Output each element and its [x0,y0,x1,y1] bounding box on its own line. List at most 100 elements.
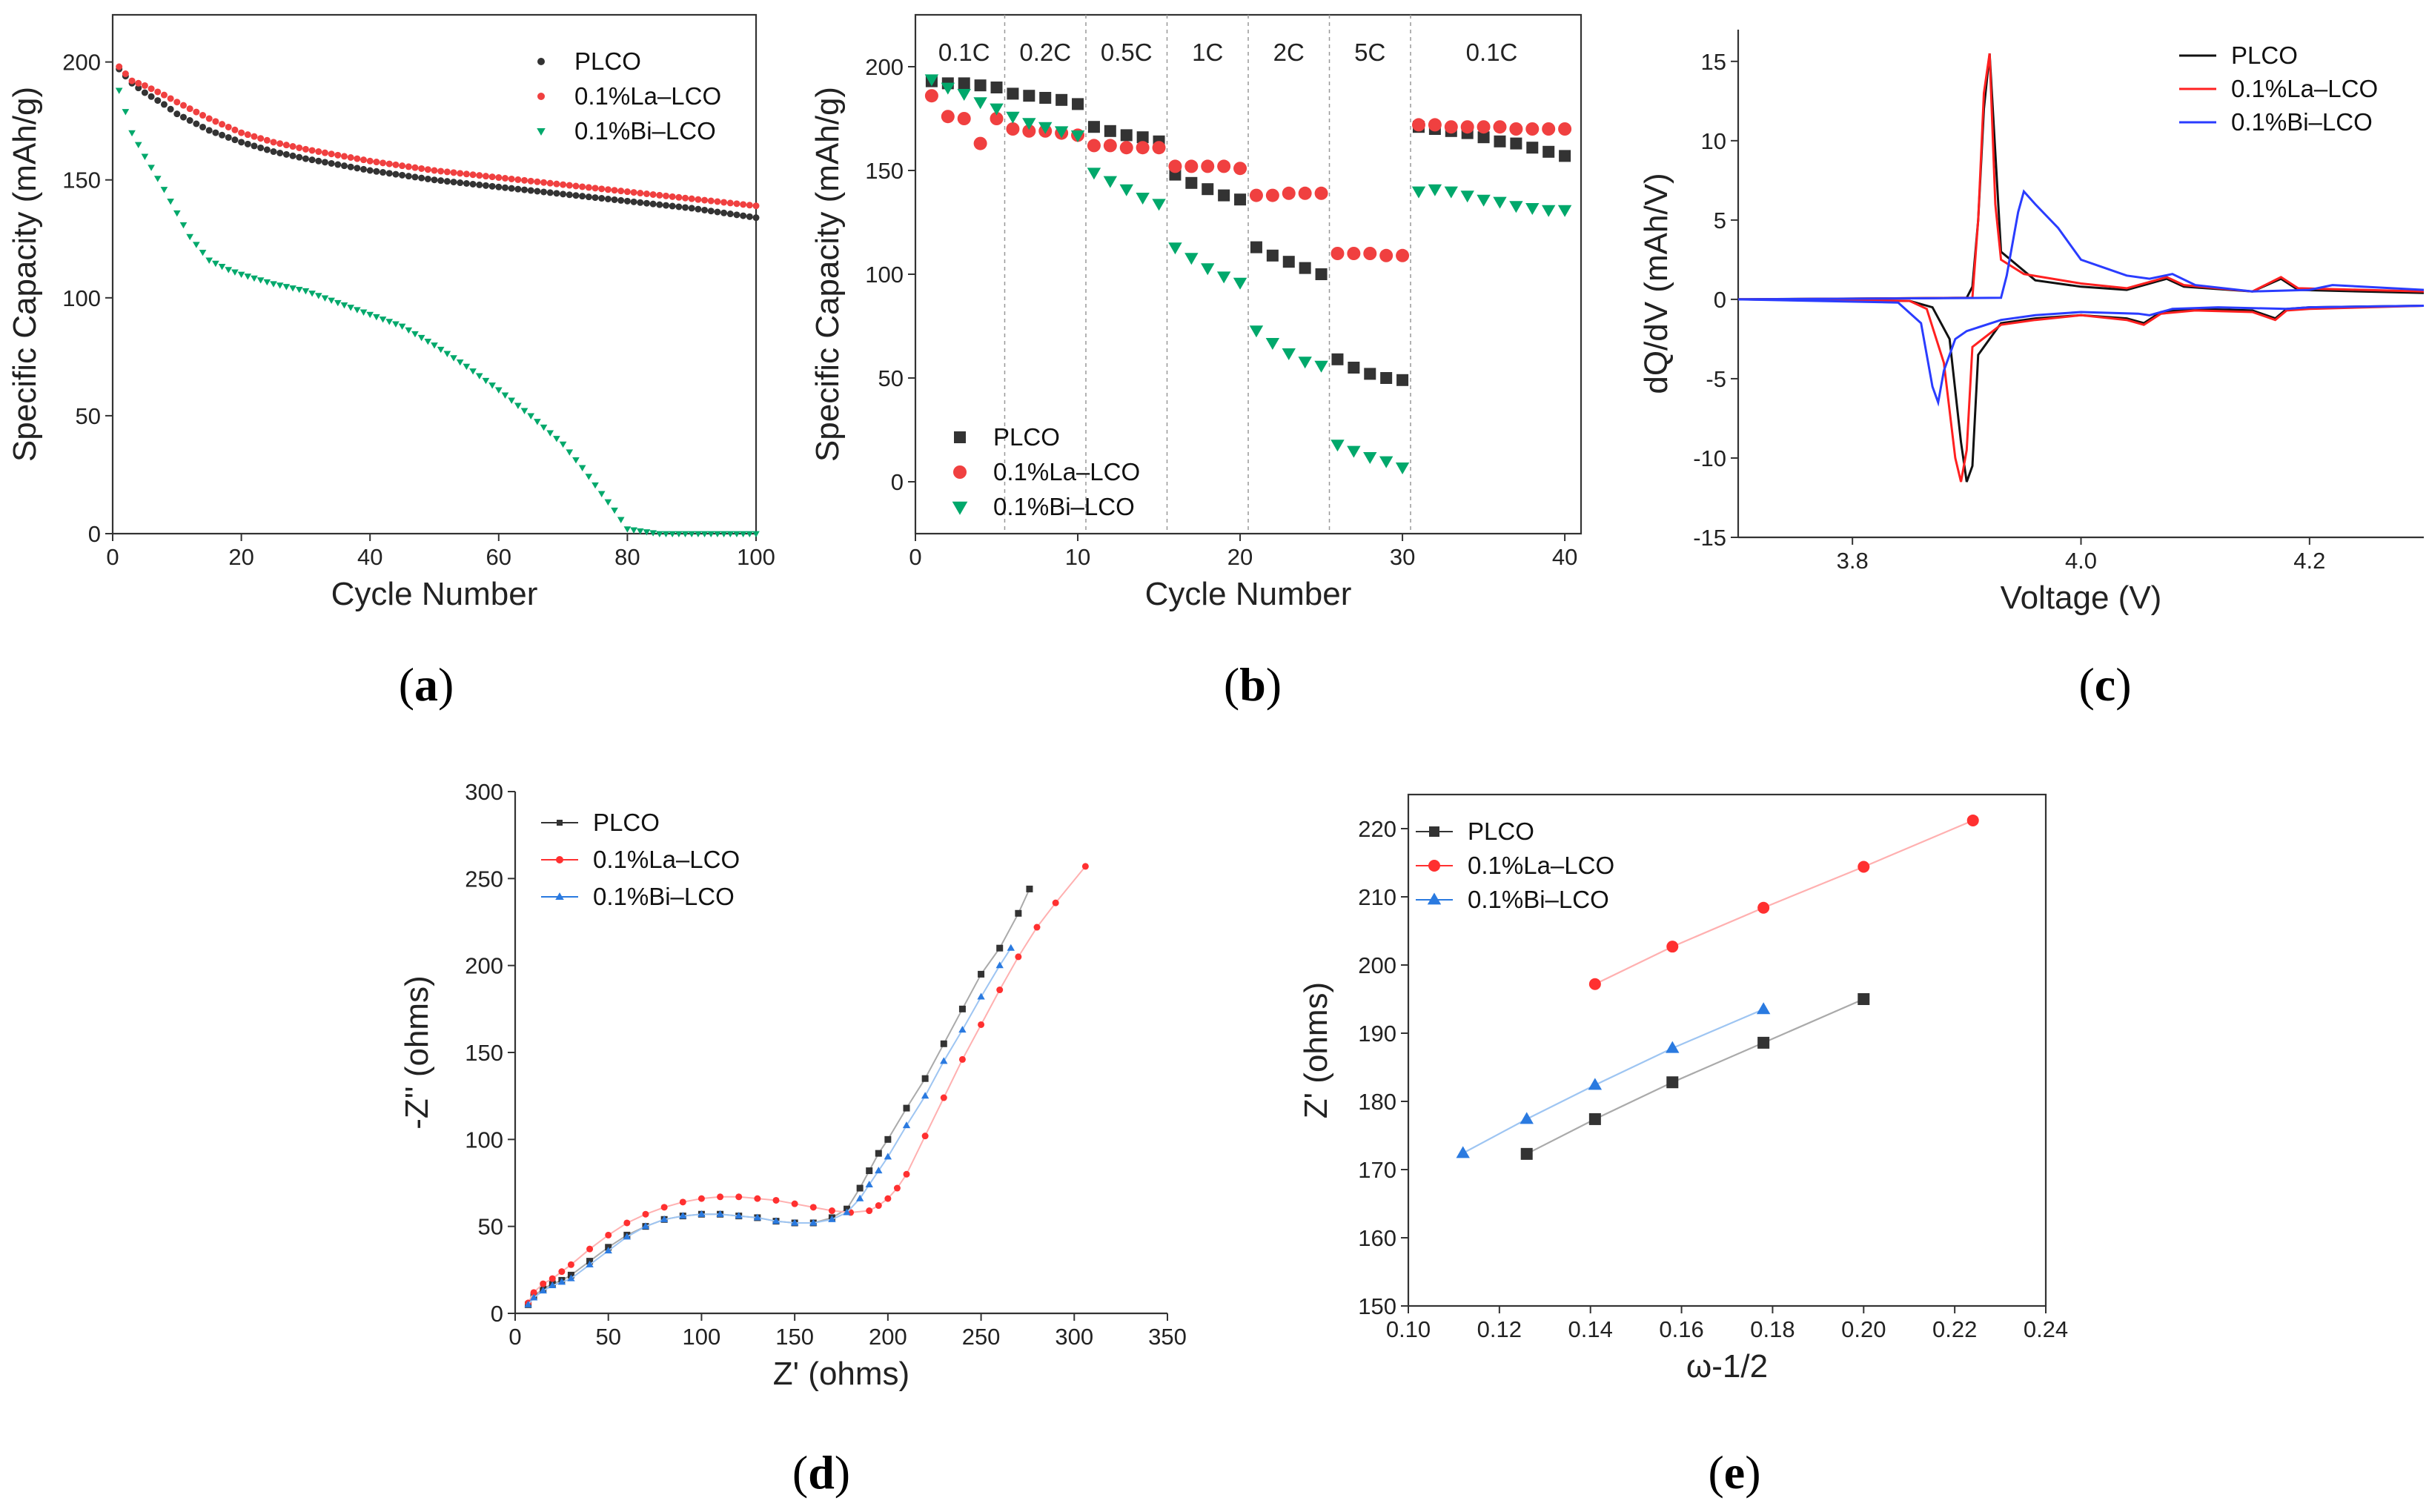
data-point [740,201,747,208]
data-point [193,120,200,127]
data-point [186,233,193,241]
data-point [973,97,987,110]
data-point [688,195,695,202]
x-tick-label: 0.14 [1568,1316,1613,1342]
data-point [1558,122,1572,136]
data-point [1201,263,1215,276]
data-point [205,257,213,264]
y-tick-label: 220 [1358,816,1396,842]
data-point [475,373,483,379]
legend-marker [1428,860,1440,872]
data-point [399,171,406,179]
data-point [903,1170,910,1178]
legend-marker [1429,826,1439,837]
legend-marker [954,431,966,443]
data-point [875,1167,883,1174]
data-point [392,321,400,328]
data-point [524,1300,532,1307]
y-tick-label: 170 [1358,1157,1396,1183]
legend-marker [537,58,545,65]
data-point [334,299,342,307]
data-point [321,295,329,302]
data-point [1314,186,1328,200]
panel-label-c: (c) [2078,658,2131,711]
data-point [586,1245,594,1253]
data-point [1015,953,1022,961]
x-tick-label: 300 [1055,1324,1093,1350]
y-axis-label: Specific Capacity (mAh/g) [7,87,43,462]
data-point [903,1104,910,1112]
panel-d: 0 50 100 150 200 250 300 350 0 50 100 150 200 250 300 Z… [399,779,1187,1392]
data-point [373,168,380,175]
x-tick-label: 4.2 [2293,548,2325,574]
data-point [1757,901,1770,914]
data-point [1234,193,1247,206]
data-point [193,242,200,248]
legend-entry: 0.1%Bi–LCO [574,117,716,145]
data-point [219,121,226,128]
data-point [809,1204,817,1211]
data-point [514,402,522,409]
data-point [1396,248,1410,262]
data-point [675,531,683,538]
data-point [529,1293,538,1301]
data-point [630,189,637,196]
data-point [540,179,548,186]
series-line [1594,819,1974,985]
data-point [921,1133,929,1140]
data-point [154,88,162,96]
data-point [488,382,496,389]
data-point [1218,189,1230,202]
data-point [1039,92,1052,104]
data-point [431,176,438,184]
plot-frame [111,13,758,535]
data-point [385,160,393,168]
data-point [115,87,123,94]
data-point [1666,1041,1680,1053]
panel-label-d: (d) [792,1446,850,1499]
series-bi-lco [524,944,1015,1307]
data-point [539,1287,547,1294]
data-point [1379,248,1394,262]
legend-marker [952,501,968,515]
y-axis-label: dQ/dV (mAh/V) [1638,173,1674,394]
y-tick-label: 190 [1358,1021,1396,1047]
data-point [1054,126,1069,139]
data-point [1185,176,1198,189]
data-point [251,142,258,150]
data-point [1363,247,1377,260]
legend-entry: 0.1%Bi–LCO [2231,108,2373,136]
data-point [940,1057,948,1064]
data-point [148,165,155,171]
data-point [893,1184,901,1192]
x-axis-label: Voltage (V) [2001,580,2162,616]
data-point [308,156,316,164]
data-point [1858,861,1870,873]
data-point [660,1204,668,1211]
data-point [714,208,721,216]
data-point [682,194,689,202]
y-tick-label: -15 [1693,525,1726,551]
data-point [643,529,651,536]
data-point [752,214,760,222]
data-point [1525,122,1540,136]
panel-label-letter: e [1724,1446,1745,1499]
x-tick-label: 0.22 [1932,1316,1977,1342]
data-point [1070,130,1085,142]
data-point [411,164,419,171]
data-point [347,163,354,170]
data-point [546,179,554,187]
data-point [1217,159,1231,173]
data-point [557,1278,566,1285]
x-tick-label: 0 [508,1324,521,1350]
rate-label: 1C [1192,39,1223,66]
data-point [974,79,987,92]
data-point [733,200,740,208]
data-point [321,159,328,166]
series-line [527,888,1030,1305]
rate-label: 5C [1354,39,1385,66]
data-point [360,165,368,173]
x-tick-label: 0.16 [1659,1316,1703,1342]
y-tick-label: 160 [1358,1225,1396,1251]
data-point [649,190,657,198]
